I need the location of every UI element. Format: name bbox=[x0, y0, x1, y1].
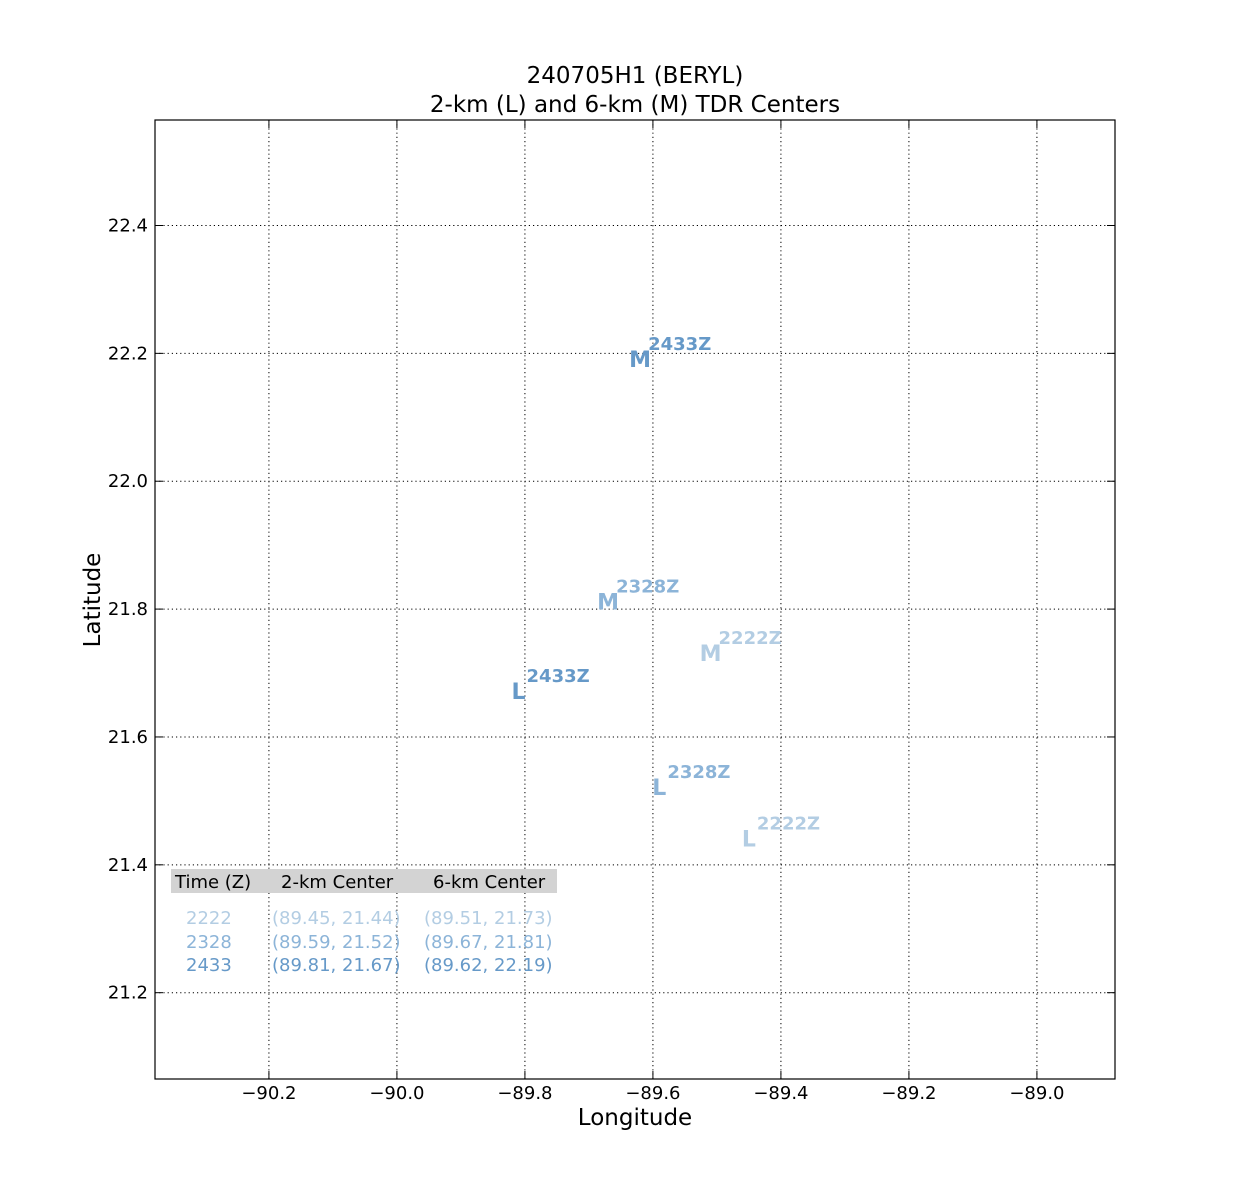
x-tick-label: −89.2 bbox=[881, 1083, 936, 1104]
x-tick-label: −89.4 bbox=[753, 1083, 808, 1104]
y-tick-label: 21.6 bbox=[108, 727, 148, 748]
chart-title-line-2: 2-km (L) and 6-km (M) TDR Centers bbox=[430, 92, 840, 118]
y-tick-label: 21.4 bbox=[108, 855, 148, 876]
center-time-label: 2328Z bbox=[616, 577, 679, 598]
x-tick-label: −89.6 bbox=[625, 1083, 680, 1104]
chart-title: 240705H1 (BERYL) 2-km (L) and 6-km (M) T… bbox=[430, 63, 840, 118]
table-cell-2km-center: (89.45, 21.44) bbox=[272, 908, 401, 929]
center-time-label: 2222Z bbox=[719, 628, 782, 649]
table-cell-6km-center: (89.62, 22.19) bbox=[424, 955, 553, 976]
center-marker-l: L bbox=[652, 776, 666, 801]
table-cell-2km-center: (89.59, 21.52) bbox=[272, 932, 401, 953]
center-time-label: 2328Z bbox=[667, 762, 730, 783]
y-tick-label: 21.8 bbox=[108, 599, 148, 620]
center-marker-m: M bbox=[597, 591, 619, 616]
y-tick-label: 22.0 bbox=[108, 471, 148, 492]
center-marker-m: M bbox=[629, 348, 651, 373]
table-cell-time: 2433 bbox=[186, 955, 232, 976]
table-header-cell: Time (Z) bbox=[174, 872, 251, 893]
center-time-label: 2433Z bbox=[648, 334, 711, 355]
y-axis-ticks: 21.2 21.4 21.6 21.8 22.0 22.2 22.4 bbox=[108, 215, 1115, 1004]
x-axis-label: Longitude bbox=[578, 1105, 692, 1131]
center-marker-l: L bbox=[512, 680, 526, 705]
table-cell-time: 2328 bbox=[186, 932, 232, 953]
x-tick-label: −90.2 bbox=[241, 1083, 296, 1104]
table-header-background bbox=[171, 869, 557, 893]
table-header-cell: 6-km Center bbox=[433, 872, 546, 893]
y-axis-label: Latitude bbox=[80, 553, 106, 648]
plot-area bbox=[154, 119, 1116, 1080]
table-cell-2km-center: (89.81, 21.67) bbox=[272, 955, 401, 976]
x-axis-ticks: −90.2 −90.0 −89.8 −89.6 −89.4 −89.2 −89.0 bbox=[241, 120, 1065, 1104]
y-tick-label: 21.2 bbox=[108, 983, 148, 1004]
grid-lines bbox=[155, 120, 1115, 1079]
table-cell-6km-center: (89.67, 21.81) bbox=[424, 932, 553, 953]
table-cell-6km-center: (89.51, 21.73) bbox=[424, 908, 553, 929]
x-tick-label: −89.0 bbox=[1009, 1083, 1064, 1104]
table-header-cell: 2-km Center bbox=[281, 872, 394, 893]
center-time-label: 2433Z bbox=[527, 666, 590, 687]
chart-title-line-1: 240705H1 (BERYL) bbox=[527, 63, 744, 89]
y-tick-label: 22.2 bbox=[108, 343, 148, 364]
table-cell-time: 2222 bbox=[186, 908, 232, 929]
center-marker-m: M bbox=[700, 642, 722, 667]
center-marker-l: L bbox=[742, 827, 756, 852]
center-time-label: 2222Z bbox=[757, 813, 820, 834]
centers-table: Time (Z) 2-km Center 6-km Center 2222 (89.45… bbox=[171, 869, 557, 976]
y-tick-label: 22.4 bbox=[108, 215, 148, 236]
x-tick-label: −90.0 bbox=[369, 1083, 424, 1104]
x-tick-label: −89.8 bbox=[497, 1083, 552, 1104]
